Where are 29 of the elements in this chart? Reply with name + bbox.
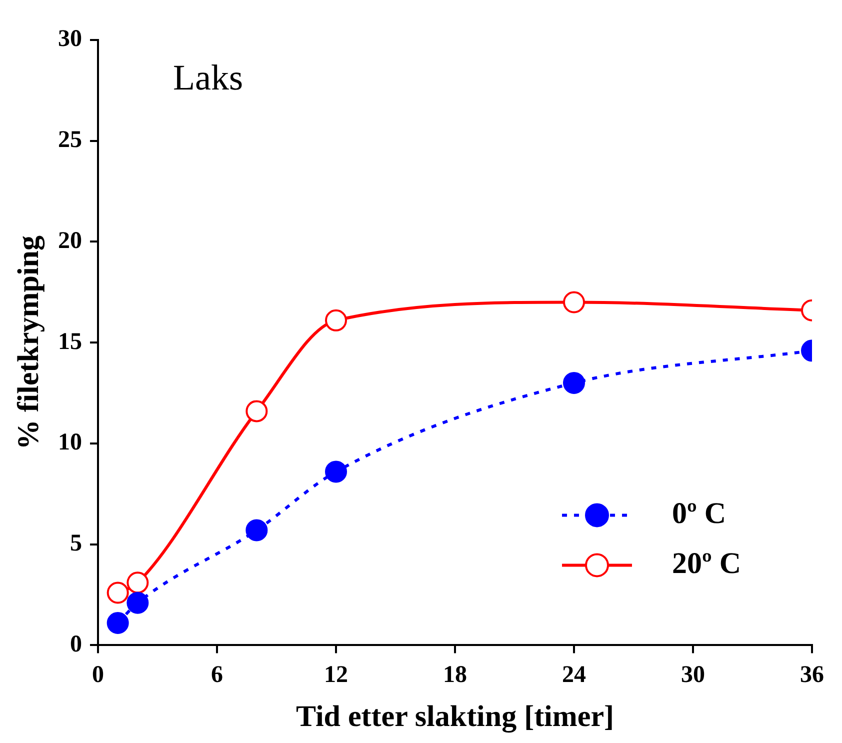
point: [325, 309, 347, 332]
y-tick-label: 30: [58, 26, 82, 52]
point: [563, 372, 585, 394]
x-tick-label: 36: [800, 662, 824, 688]
point: [325, 460, 347, 483]
x-tick-label: 6: [211, 662, 223, 688]
x-tick-label: 30: [681, 662, 705, 688]
y-tick-label: 5: [70, 530, 82, 557]
y-tick-label: 10: [58, 430, 82, 456]
point: [126, 592, 149, 614]
x-tick-label: 18: [443, 662, 467, 688]
point: [246, 400, 268, 422]
legend-label: 0º C: [672, 496, 726, 530]
annotation: Laks: [173, 57, 243, 98]
point: [246, 519, 268, 542]
y-tick-label: 20: [58, 228, 82, 254]
y-tick-label: 15: [58, 328, 82, 355]
point: [106, 612, 129, 634]
legend-label: 20º C: [672, 546, 742, 580]
y-tick-label: 0: [70, 631, 82, 658]
x-axis-title: Tid etter slakting [timer]: [296, 700, 614, 733]
point: [106, 582, 129, 604]
x-tick-label: 24: [562, 662, 586, 688]
point: [126, 572, 149, 594]
y-tick-label: 25: [58, 127, 82, 154]
x-tick-label: 0: [92, 662, 104, 688]
x-tick-label: 12: [324, 662, 348, 688]
y-axis-title: % filetkrymping: [12, 236, 45, 450]
point: [563, 291, 585, 314]
